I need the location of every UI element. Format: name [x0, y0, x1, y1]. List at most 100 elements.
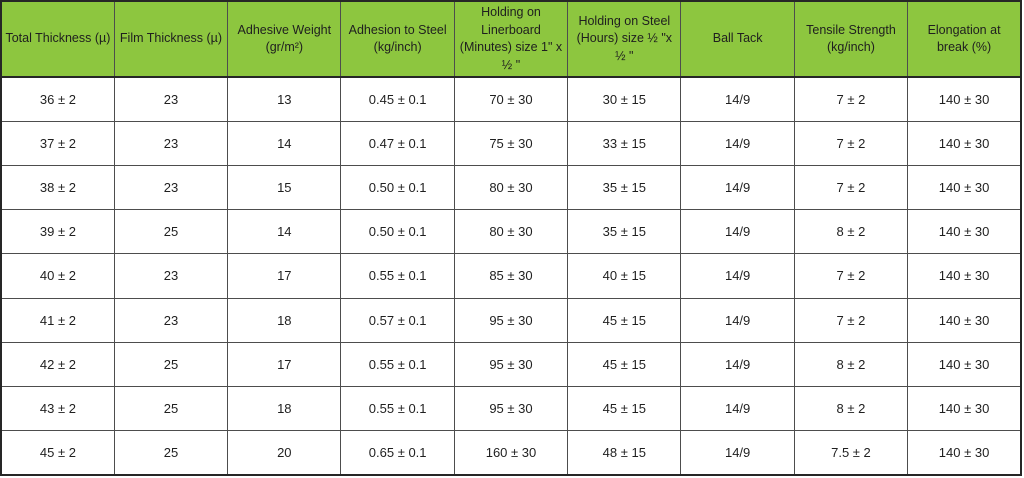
- table-cell: 80 ± 30: [453, 209, 569, 255]
- table-cell: 14/9: [680, 164, 795, 211]
- table-cell: 140 ± 30: [907, 209, 1022, 255]
- table-cell: 17: [227, 341, 342, 388]
- table-cell: 39 ± 2: [0, 209, 115, 255]
- column-header: Holding on Steel (Hours) size ½ "x ½ ": [567, 0, 682, 78]
- table-row: 39 ± 2 25 14 0.50 ± 0.1 80 ± 30 35 ± 15 14/9 8 …: [0, 209, 1022, 255]
- table-row: 38 ± 2 23 15 0.50 ± 0.1 80 ± 30 35 ± 15 14/9 7 …: [0, 164, 1022, 211]
- table-cell: 18: [227, 297, 342, 343]
- table-row: 41 ± 2 23 18 0.57 ± 0.1 95 ± 30 45 ± 15 14/9 7 …: [0, 297, 1022, 343]
- table-cell: 8 ± 2: [793, 209, 909, 255]
- table-cell: 7.5 ± 2: [793, 430, 909, 476]
- table-cell: 25: [113, 341, 229, 388]
- table-cell: 14/9: [680, 76, 795, 122]
- table-cell: 7 ± 2: [793, 297, 909, 343]
- table-cell: 23: [113, 120, 229, 166]
- table-cell: 15: [227, 164, 342, 211]
- table-cell: 0.57 ± 0.1: [340, 297, 455, 343]
- table-cell: 8 ± 2: [793, 341, 909, 388]
- column-header: Elongation at break (%): [907, 0, 1022, 78]
- table-cell: 140 ± 30: [907, 120, 1022, 166]
- table-row: 42 ± 2 25 17 0.55 ± 0.1 95 ± 30 45 ± 15 14/9 8 …: [0, 341, 1022, 388]
- table-cell: 95 ± 30: [453, 297, 569, 343]
- table-cell: 95 ± 30: [453, 386, 569, 432]
- table-cell: 37 ± 2: [0, 120, 115, 166]
- table-cell: 40 ± 2: [0, 253, 115, 299]
- table-cell: 160 ± 30: [453, 430, 569, 476]
- table-cell: 14/9: [680, 253, 795, 299]
- table-cell: 41 ± 2: [0, 297, 115, 343]
- table-cell: 45 ± 15: [567, 341, 682, 388]
- table-cell: 0.65 ± 0.1: [340, 430, 455, 476]
- table-cell: 35 ± 15: [567, 209, 682, 255]
- table-cell: 25: [113, 430, 229, 476]
- table-cell: 95 ± 30: [453, 341, 569, 388]
- table-cell: 75 ± 30: [453, 120, 569, 166]
- table-cell: 25: [113, 386, 229, 432]
- table-cell: 23: [113, 164, 229, 211]
- table-body: 36 ± 2 23 13 0.45 ± 0.1 70 ± 30 30 ± 15 14/9 7 …: [0, 76, 1022, 476]
- table-cell: 45 ± 15: [567, 297, 682, 343]
- table-row: 36 ± 2 23 13 0.45 ± 0.1 70 ± 30 30 ± 15 14/9 7 …: [0, 76, 1022, 122]
- table-cell: 140 ± 30: [907, 297, 1022, 343]
- table-cell: 0.47 ± 0.1: [340, 120, 455, 166]
- table-cell: 7 ± 2: [793, 164, 909, 211]
- table-cell: 0.55 ± 0.1: [340, 386, 455, 432]
- table-cell: 0.55 ± 0.1: [340, 341, 455, 388]
- table-cell: 43 ± 2: [0, 386, 115, 432]
- column-header: Film Thickness (µ): [113, 0, 229, 78]
- table-cell: 42 ± 2: [0, 341, 115, 388]
- table-row: 37 ± 2 23 14 0.47 ± 0.1 75 ± 30 33 ± 15 14/9 7 …: [0, 120, 1022, 166]
- table-cell: 38 ± 2: [0, 164, 115, 211]
- column-header: Adhesive Weight (gr/m²): [227, 0, 342, 78]
- table-cell: 35 ± 15: [567, 164, 682, 211]
- table-cell: 140 ± 30: [907, 253, 1022, 299]
- table-cell: 20: [227, 430, 342, 476]
- table-cell: 14/9: [680, 297, 795, 343]
- column-header: Ball Tack: [680, 0, 795, 78]
- table-cell: 140 ± 30: [907, 341, 1022, 388]
- table-cell: 14/9: [680, 209, 795, 255]
- column-header: Holding on Linerboard (Minutes) size 1" …: [453, 0, 569, 78]
- table-cell: 14/9: [680, 430, 795, 476]
- table-head: Total Thickness (µ) Film Thickness (µ) Adh…: [0, 0, 1022, 78]
- table-cell: 0.50 ± 0.1: [340, 164, 455, 211]
- table-cell: 8 ± 2: [793, 386, 909, 432]
- table-row: 40 ± 2 23 17 0.55 ± 0.1 85 ± 30 40 ± 15 14/9 7 …: [0, 253, 1022, 299]
- table-cell: 0.45 ± 0.1: [340, 76, 455, 122]
- table-cell: 80 ± 30: [453, 164, 569, 211]
- table-cell: 23: [113, 76, 229, 122]
- table-cell: 0.50 ± 0.1: [340, 209, 455, 255]
- table-cell: 7 ± 2: [793, 76, 909, 122]
- table-cell: 18: [227, 386, 342, 432]
- table-cell: 48 ± 15: [567, 430, 682, 476]
- table-cell: 25: [113, 209, 229, 255]
- table-row: 45 ± 2 25 20 0.65 ± 0.1 160 ± 30 48 ± 15 14/9 7…: [0, 430, 1022, 476]
- table-cell: 140 ± 30: [907, 76, 1022, 122]
- table-cell: 23: [113, 253, 229, 299]
- column-header: Total Thickness (µ): [0, 0, 115, 78]
- column-header: Adhesion to Steel (kg/inch): [340, 0, 455, 78]
- table-cell: 33 ± 15: [567, 120, 682, 166]
- table-cell: 140 ± 30: [907, 430, 1022, 476]
- table-cell: 7 ± 2: [793, 120, 909, 166]
- table-cell: 14/9: [680, 386, 795, 432]
- table-row: 43 ± 2 25 18 0.55 ± 0.1 95 ± 30 45 ± 15 14/9 8 …: [0, 386, 1022, 432]
- table-cell: 36 ± 2: [0, 76, 115, 122]
- table-cell: 17: [227, 253, 342, 299]
- header-row: Total Thickness (µ) Film Thickness (µ) Adh…: [0, 0, 1022, 78]
- table-cell: 13: [227, 76, 342, 122]
- table-cell: 30 ± 15: [567, 76, 682, 122]
- table-cell: 45 ± 15: [567, 386, 682, 432]
- table-cell: 7 ± 2: [793, 253, 909, 299]
- table-cell: 85 ± 30: [453, 253, 569, 299]
- table-cell: 14/9: [680, 120, 795, 166]
- table-cell: 140 ± 30: [907, 386, 1022, 432]
- table-cell: 70 ± 30: [453, 76, 569, 122]
- table-cell: 14/9: [680, 341, 795, 388]
- table-cell: 0.55 ± 0.1: [340, 253, 455, 299]
- column-header: Tensile Strength (kg/inch): [793, 0, 909, 78]
- table-cell: 45 ± 2: [0, 430, 115, 476]
- table-cell: 40 ± 15: [567, 253, 682, 299]
- table-cell: 14: [227, 209, 342, 255]
